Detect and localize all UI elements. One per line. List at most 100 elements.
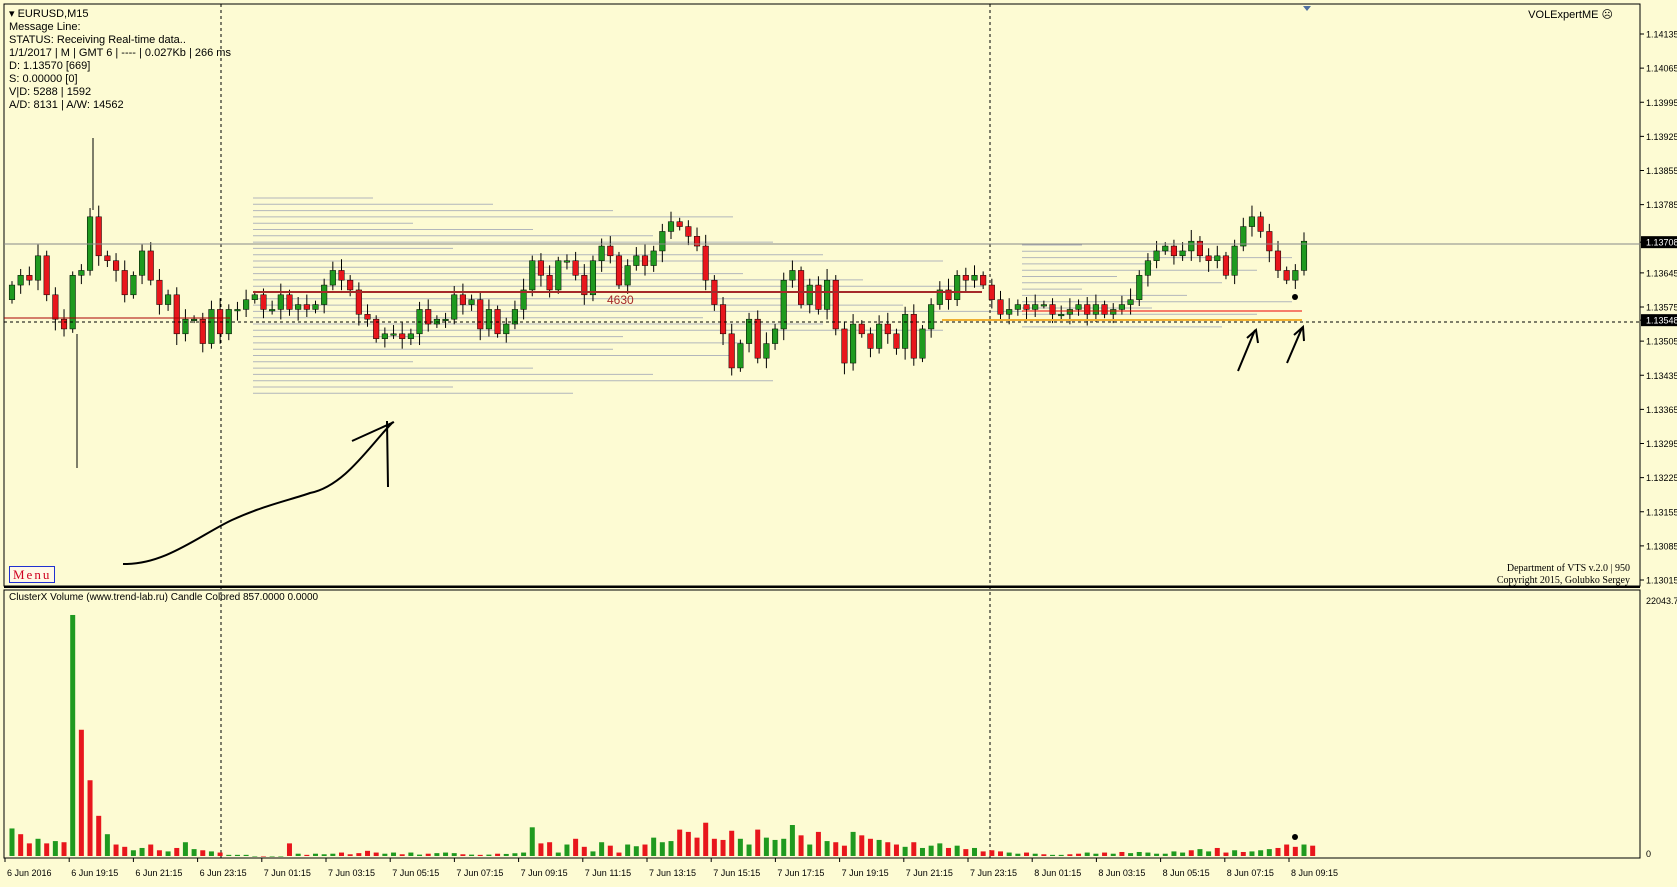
price-tick-label: 1.13295 <box>1646 439 1677 449</box>
candle-body <box>1266 231 1273 252</box>
volume-bar <box>1006 852 1012 856</box>
volume-bar <box>772 839 778 856</box>
candle-body <box>572 260 579 276</box>
volume-bar <box>529 827 535 856</box>
volume-bar <box>9 828 15 856</box>
candle-body <box>381 333 388 339</box>
s-line: S: 0.00000 [0] <box>9 73 78 85</box>
info-panel: ▾ EURUSD,M15 Message Line: STATUS: Recei… <box>9 8 231 112</box>
candle-body <box>503 323 510 335</box>
candle-body <box>867 333 874 349</box>
volume-bar <box>1076 853 1082 856</box>
time-tick-label: 8 Jun 05:15 <box>1163 868 1210 878</box>
candle-body <box>824 279 831 310</box>
candle-body <box>1196 240 1203 257</box>
volume-bar <box>1015 853 1021 856</box>
volume-bar <box>729 830 735 856</box>
time-tick-label: 7 Jun 03:15 <box>328 868 375 878</box>
volume-bar <box>1249 851 1255 856</box>
candle-body <box>1214 255 1221 261</box>
candle-body <box>182 318 189 335</box>
volume-bar <box>512 853 518 856</box>
candle-body <box>165 294 172 305</box>
hand-drawn-arrowhead <box>351 420 395 488</box>
collapse-triangle-icon[interactable]: ▾ <box>9 8 15 20</box>
price-tick-label: 1.13575 <box>1646 303 1677 313</box>
price-tick-label: 1.13155 <box>1646 507 1677 517</box>
main-frame <box>3 3 1641 587</box>
candle-body <box>685 226 692 237</box>
volume-bar <box>841 845 847 856</box>
vd-line: V|D: 5288 | 1592 <box>9 86 92 98</box>
volume-bar <box>859 835 865 856</box>
volume-bar <box>278 856 284 857</box>
volume-bar <box>295 853 301 856</box>
volume-bar <box>44 843 50 856</box>
candle-body <box>121 270 128 296</box>
volume-bar <box>182 842 188 856</box>
time-tick-label: 7 Jun 11:15 <box>585 868 631 878</box>
volume-bar <box>347 854 353 856</box>
volume-bars <box>9 614 1316 857</box>
candle-body <box>1066 309 1073 315</box>
candle-body <box>1032 304 1039 310</box>
volume-bar <box>720 839 726 856</box>
candle-body <box>312 304 319 310</box>
candle-body <box>69 275 76 330</box>
volume-bar <box>1214 847 1220 856</box>
candle-body <box>1101 304 1108 315</box>
grid-lines <box>3 3 1641 859</box>
volume-bar <box>443 852 449 856</box>
candle-body <box>1014 304 1021 310</box>
volume-bar <box>486 854 492 856</box>
candle-body <box>1118 304 1125 310</box>
candle-body <box>893 333 900 349</box>
volume-bar <box>824 841 830 856</box>
volume-bar <box>104 834 110 856</box>
candle-body <box>832 279 839 330</box>
volume-bar <box>1154 853 1160 856</box>
volume-bar <box>893 844 899 856</box>
candle-body <box>8 284 16 300</box>
volume-bar <box>521 852 527 856</box>
volume-bar <box>356 853 362 856</box>
candle-body <box>208 309 215 344</box>
volume-bar <box>876 839 882 856</box>
candle-body <box>1170 245 1177 257</box>
time-tick-label: 7 Jun 15:15 <box>713 868 760 878</box>
candle-body <box>902 314 909 349</box>
volume-bar <box>781 838 787 856</box>
volume-bar <box>807 844 813 856</box>
price-tick-label: 1.14135 <box>1646 30 1677 40</box>
candle-body <box>347 279 354 291</box>
candle-body <box>26 275 33 281</box>
candle-body <box>1110 309 1117 315</box>
volume-bar <box>18 834 24 856</box>
candle-body <box>1092 304 1099 315</box>
volume-bar <box>867 838 873 856</box>
volume-bar <box>96 815 102 856</box>
volume-bar <box>321 854 327 856</box>
volume-bar <box>373 852 379 856</box>
candle-body <box>1075 304 1082 310</box>
menu-button[interactable]: Menu <box>9 566 56 583</box>
credit-line-1: Department of VTS v.2.0 | 950 <box>1506 563 1630 574</box>
candle-body <box>451 294 458 320</box>
volume-bar <box>113 844 119 856</box>
candle-body <box>78 270 85 276</box>
volume-bar <box>599 842 605 856</box>
candle-body <box>1222 255 1230 276</box>
volume-bar <box>122 846 128 856</box>
candle-body <box>156 279 163 305</box>
candle-body <box>980 275 987 286</box>
volume-bar <box>1050 854 1056 856</box>
time-tick-label: 7 Jun 13:15 <box>649 868 696 878</box>
time-axis: 6 Jun 2016 6 Jun 19:15 6 Jun 21:15 6 Jun 23… <box>4 858 1338 878</box>
volume-bar <box>408 852 414 856</box>
volume-bar <box>399 854 405 856</box>
volume-profile <box>253 197 1292 394</box>
volume-bar <box>330 853 336 856</box>
volume-bar <box>1310 845 1316 856</box>
volume-bar <box>746 844 752 856</box>
